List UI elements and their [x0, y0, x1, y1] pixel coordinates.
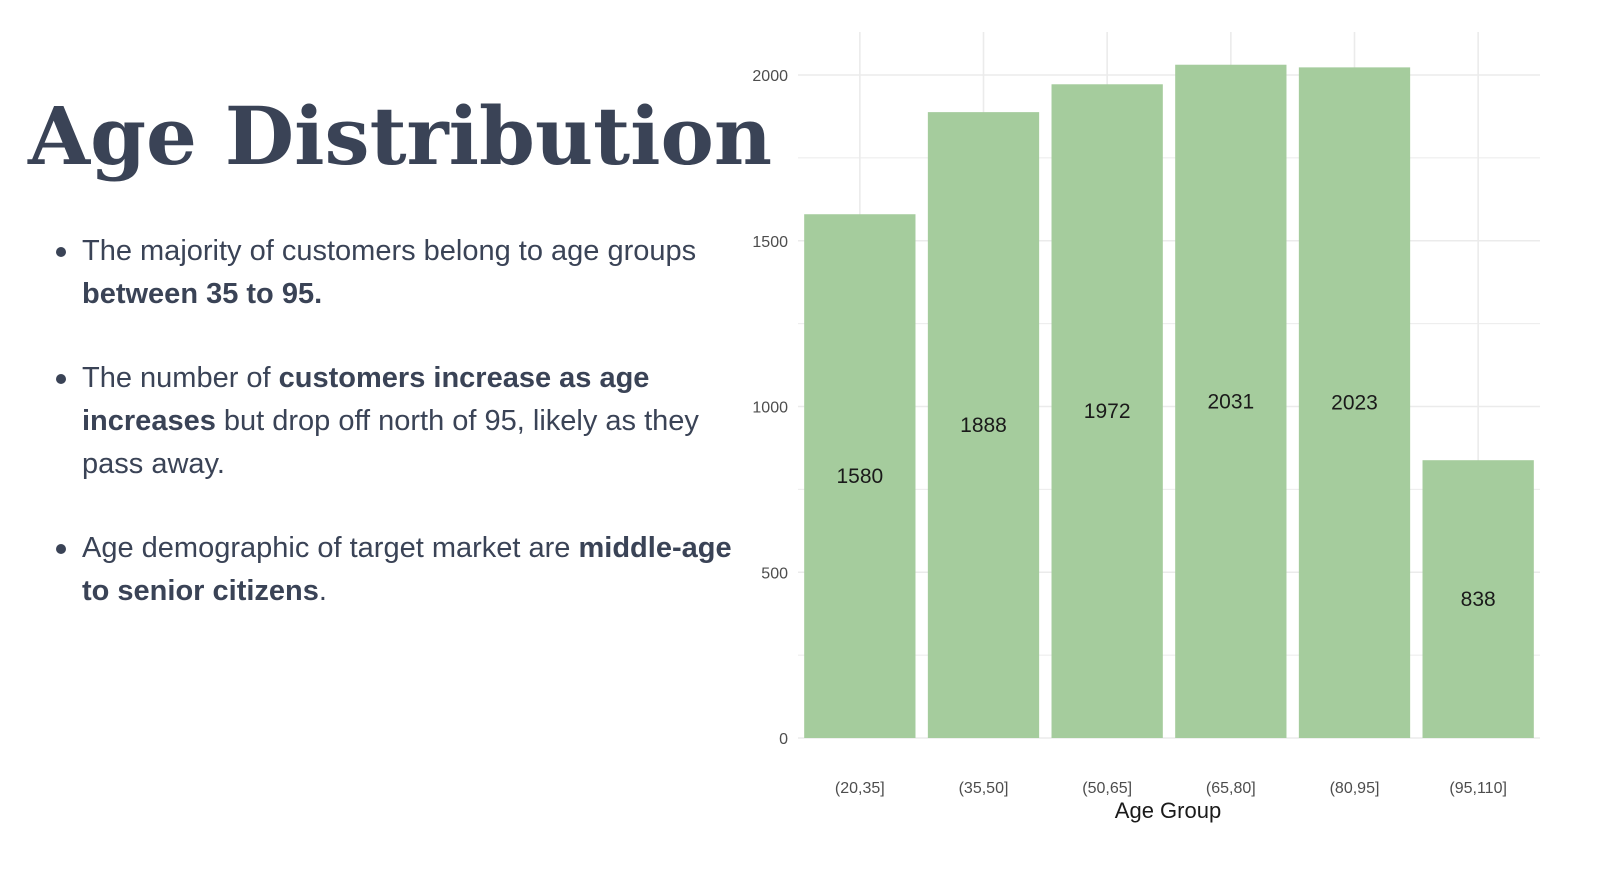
bullet-text: The number of: [82, 362, 279, 394]
bar-(35,50]: [927, 112, 1040, 739]
x-axis-title: Age Group: [1115, 798, 1221, 823]
bar-value-label: 1580: [836, 465, 883, 488]
x-tick-label: (35,50]: [959, 780, 1009, 797]
bullet-text-tail: but drop off north of 95, likely as they…: [82, 405, 699, 480]
bar-(95,110]: [1422, 460, 1534, 738]
x-tick-label: (20,35]: [835, 780, 885, 797]
bar-value-label: 838: [1461, 588, 1496, 611]
bullet-text: Age demographic of target market are: [82, 532, 579, 564]
bullet-bold-text: customers increase as age increases: [82, 362, 650, 437]
bar-(80,95]: [1298, 67, 1411, 739]
chart-x-axis: (20,35] (35,50] (50,65] (65,80] (80,95] (95,1…: [835, 780, 1507, 797]
x-tick-label: (80,95]: [1330, 780, 1380, 797]
bullet-item: The number of customers increase as age …: [52, 357, 732, 486]
chart-data-labels: 1580 1888 1972 2031 2023 838: [836, 390, 1495, 611]
y-tick-label: 0: [779, 731, 788, 748]
bullet-item: The majority of customers belong to age …: [52, 230, 732, 316]
bar-(50,65]: [1051, 84, 1163, 739]
bullet-text: The majority of customers belong to age …: [82, 235, 697, 267]
bar-value-label: 2023: [1331, 392, 1378, 415]
bullet-bold-text: middle-age to senior citizens: [82, 532, 732, 607]
y-tick-label: 1000: [752, 400, 788, 417]
x-tick-label: (95,110]: [1449, 780, 1507, 797]
bar-value-label: 1888: [960, 414, 1007, 437]
bar-(20,35]: [804, 214, 916, 739]
x-tick-label: (65,80]: [1206, 780, 1256, 797]
bullet-text-tail: .: [318, 575, 327, 607]
bullet-list: The majority of customers belong to age …: [52, 230, 732, 654]
bar-(65,80]: [1175, 64, 1287, 738]
y-tick-label: 1500: [752, 234, 788, 251]
age-distribution-bar-chart: 1580 1888 1972 2031 2023 838 0 500 1000 1500 2000…: [752, 32, 1540, 823]
bullet-item: Age demographic of target market are mid…: [52, 527, 732, 613]
y-tick-label: 2000: [752, 68, 788, 85]
chart-y-axis: 0 500 1000 1500 2000: [752, 68, 788, 748]
bullet-bold-text: between 35 to 95.: [82, 278, 323, 310]
chart-bars: [804, 64, 1534, 739]
bar-value-label: 1972: [1084, 400, 1131, 423]
x-tick-label: (50,65]: [1082, 780, 1132, 797]
page-title: Age Distribution: [28, 89, 773, 183]
bar-value-label: 2031: [1207, 390, 1254, 413]
y-tick-label: 500: [761, 565, 788, 582]
